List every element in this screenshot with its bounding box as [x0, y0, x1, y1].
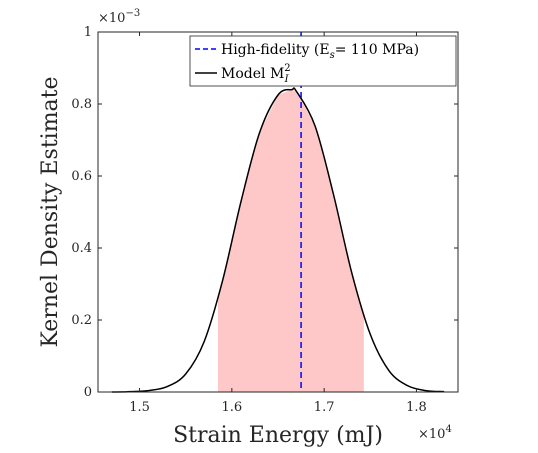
svg-text:×10−3: ×10−3	[98, 8, 140, 26]
y-multiplier-exp: −3	[125, 8, 140, 19]
y-multiplier-base: ×10	[98, 11, 125, 26]
y-tick-label: 0.6	[71, 169, 92, 184]
y-tick-label: 0.8	[71, 97, 92, 112]
x-axis-multiplier: ×104	[418, 424, 452, 442]
series-model-curve	[111, 87, 445, 393]
y-axis-ticks: 0 0.2 0.4 0.6 0.8 1	[71, 25, 458, 400]
y-tick-label: 0.4	[71, 241, 92, 256]
x-tick-label: 1.7	[314, 400, 335, 415]
x-multiplier-base: ×10	[418, 427, 445, 442]
y-axis-multiplier: ×10−3	[98, 8, 140, 26]
curve-layer	[111, 87, 445, 393]
y-tick-label: 1	[84, 25, 92, 40]
x-axis-title: Strain Energy (mJ)	[173, 423, 383, 448]
x-tick-label: 1.8	[406, 400, 427, 415]
x-tick-label: 1.5	[129, 400, 150, 415]
x-axis-ticks: 1.5 1.6 1.7 1.8	[129, 32, 427, 415]
legend-label-model: Model M2 I	[221, 63, 291, 85]
x-tick-label: 1.6	[222, 400, 243, 415]
legend: High-fidelity (Es= 110 MPa) Model M2 I	[189, 35, 457, 87]
y-axis-title: Kernel Density Estimate	[38, 76, 63, 347]
confidence-band	[218, 89, 364, 392]
legend-label-high-fidelity: High-fidelity (Es= 110 MPa)	[221, 42, 419, 61]
confidence-band-layer	[218, 89, 364, 392]
legend-box	[189, 35, 457, 87]
y-tick-label: 0	[84, 385, 92, 400]
svg-text:×104: ×104	[418, 424, 452, 442]
x-multiplier-exp: 4	[445, 424, 451, 435]
plot-area-frame	[97, 31, 459, 393]
y-tick-label: 0.2	[71, 313, 92, 328]
